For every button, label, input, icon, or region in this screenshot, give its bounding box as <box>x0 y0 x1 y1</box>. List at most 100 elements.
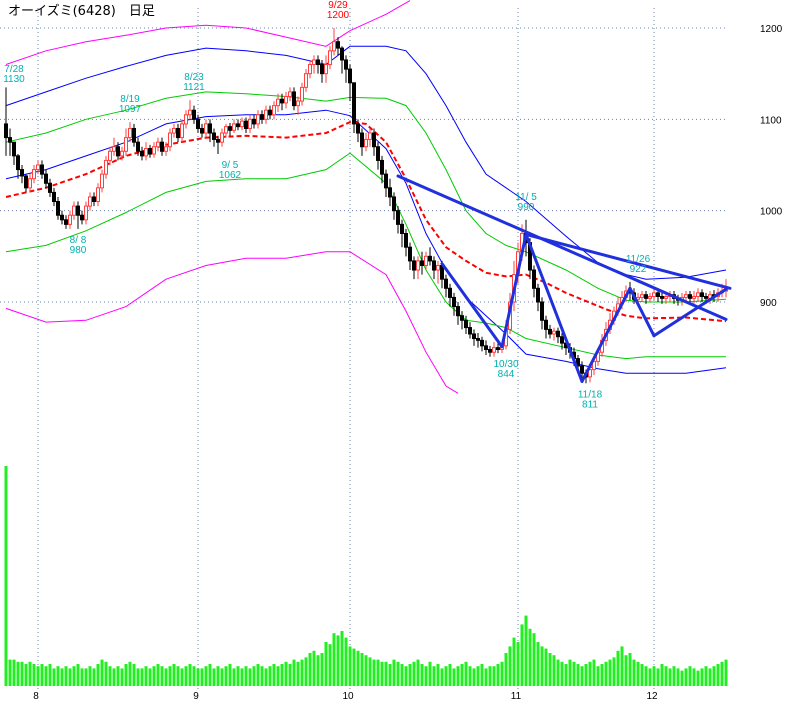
volume-bar <box>444 666 448 686</box>
volume-bar <box>700 668 704 686</box>
candle-body <box>536 287 540 303</box>
candle-body <box>164 146 168 152</box>
x-month-label: 12 <box>646 691 658 702</box>
candle-body <box>372 132 376 148</box>
volume-bar <box>512 637 516 686</box>
volume-bar <box>136 668 140 686</box>
volume-bar <box>404 666 408 686</box>
volume-bar <box>380 661 384 686</box>
volume-bar <box>612 657 616 686</box>
candle-body <box>380 159 384 175</box>
volume-bar <box>464 661 468 686</box>
candle-body <box>264 109 268 120</box>
candle-body <box>344 59 348 70</box>
bollinger-minus3-line <box>5 251 459 394</box>
volume-bar <box>448 664 452 686</box>
volume-bar <box>424 666 428 686</box>
volume-bar <box>104 661 108 686</box>
volume-bar <box>416 659 420 686</box>
candle-body <box>392 196 396 212</box>
candle-body <box>588 369 592 378</box>
candle-body <box>36 164 40 171</box>
candle-body <box>328 50 332 66</box>
volume-bar <box>388 664 392 686</box>
volume-bar <box>460 664 464 686</box>
volume-bar <box>360 653 364 686</box>
x-axis: 8 9 10 11 12 <box>33 691 658 702</box>
volume-bar <box>280 664 284 686</box>
volume-bar <box>192 666 196 686</box>
volume-bar <box>52 668 56 686</box>
volume-bar <box>116 666 120 686</box>
volume-bar <box>508 646 512 686</box>
volume-bar <box>232 668 236 686</box>
volume-bar <box>4 466 8 686</box>
candle-body <box>472 333 476 340</box>
candle-body <box>700 292 704 298</box>
annotation-value: 1130 <box>3 74 25 85</box>
candle-body <box>292 91 296 107</box>
volume-bar <box>312 650 316 686</box>
bollinger-plus3-line <box>5 0 411 65</box>
volume-bar <box>180 668 184 686</box>
volume-bar <box>212 668 216 686</box>
candle-body <box>104 159 108 175</box>
bollinger-plus1-line <box>5 91 727 303</box>
candle-body <box>272 105 276 116</box>
candle-body <box>200 127 204 134</box>
candle-body <box>92 196 96 203</box>
candle-body <box>12 141 16 157</box>
volume-bar <box>320 653 324 686</box>
candle-body <box>348 68 352 84</box>
volume-bar <box>632 659 636 686</box>
candle-body <box>412 260 416 271</box>
volume-bar <box>492 666 496 686</box>
candle-body <box>8 137 12 143</box>
volume-bar <box>300 659 304 686</box>
volume-bar <box>228 664 232 686</box>
volume-bar <box>268 666 272 686</box>
candle-body <box>288 91 292 98</box>
volume-bar <box>276 666 280 686</box>
candle-body <box>396 210 400 225</box>
candle-body <box>580 365 584 374</box>
volume-bar <box>184 666 188 686</box>
volume-bar <box>620 646 624 686</box>
volume-bar <box>704 666 708 686</box>
candle-body <box>112 146 116 152</box>
candle-body <box>688 294 692 299</box>
candle-body <box>48 182 52 193</box>
candle-body <box>24 175 28 189</box>
volume-bar <box>412 661 416 686</box>
candle-body <box>476 338 480 341</box>
volume-bar <box>368 657 372 686</box>
volume-bar <box>452 668 456 686</box>
annotation-date: 11/ 5 <box>515 192 537 203</box>
candle-body <box>692 296 696 299</box>
indicator-lines <box>5 0 727 394</box>
volume-bar <box>72 666 76 686</box>
candle-body <box>228 126 232 131</box>
volume-bar <box>372 659 376 686</box>
volume-bar <box>144 666 148 686</box>
candle-body <box>660 296 664 299</box>
candle-body <box>664 296 668 299</box>
chart-title: オーイズミ(6428) 日足 <box>8 3 155 19</box>
volume-bar <box>68 668 72 686</box>
volume-bar <box>584 664 588 686</box>
candle-body <box>20 169 24 177</box>
volume-bar <box>20 661 24 686</box>
volume-bar <box>8 659 12 686</box>
volume-bar <box>264 668 268 686</box>
candle-body <box>160 141 164 152</box>
annotation-value: 811 <box>582 399 598 410</box>
y-tick-label: 900 <box>760 298 777 309</box>
candle-body <box>224 126 228 134</box>
candle-body <box>60 214 64 221</box>
volume-bar <box>60 668 64 686</box>
candle-body <box>276 98 280 107</box>
candle-body <box>340 47 344 61</box>
volume-bar <box>288 664 292 686</box>
candle-body <box>204 123 208 134</box>
trendline <box>396 174 728 321</box>
